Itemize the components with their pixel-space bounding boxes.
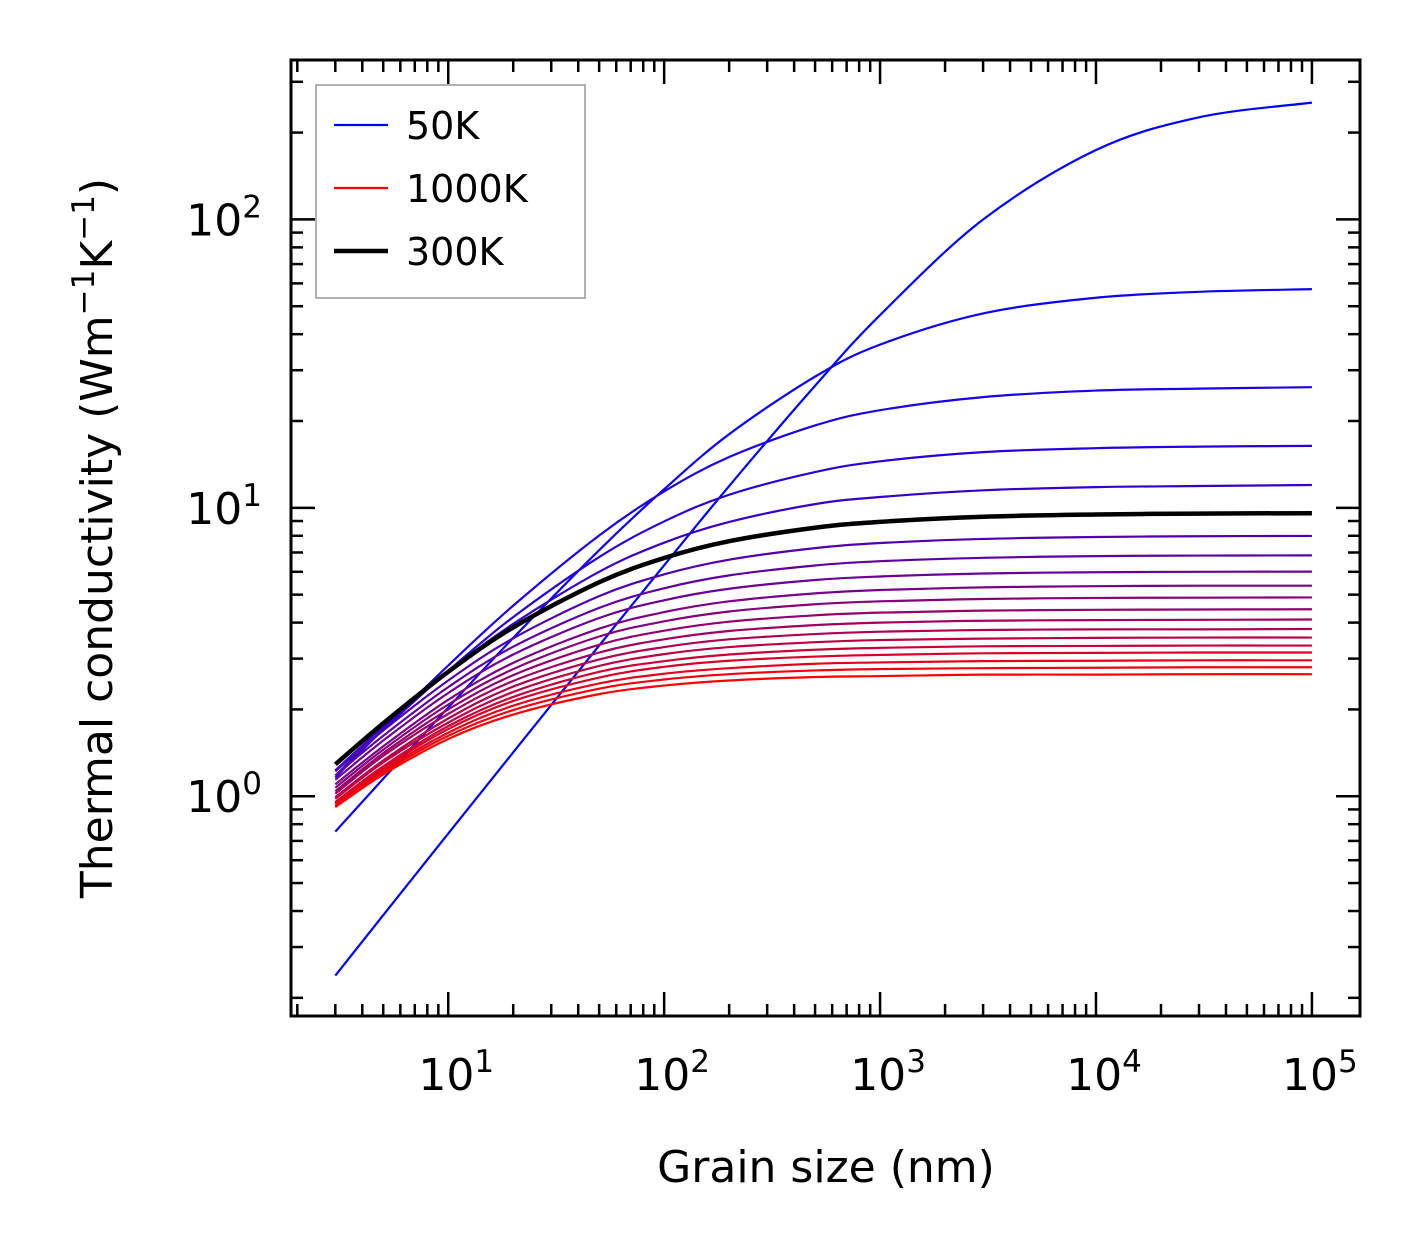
curve-600k [334, 608, 1312, 793]
curve-500k [334, 584, 1312, 786]
curve-400k [334, 554, 1312, 777]
curve-650k [334, 618, 1312, 795]
y-tick-label-base: 10 [186, 484, 242, 535]
ticks-group [291, 60, 1360, 1016]
curve-700k [334, 627, 1312, 799]
y-tick-label: 101 [186, 478, 262, 535]
legend-box [315, 84, 586, 299]
y-tick-label: 100 [186, 766, 262, 823]
curve-150k [334, 386, 1312, 779]
x-axis-label: Grain size (nm) [657, 1142, 995, 1193]
y-tick-label-base: 10 [186, 772, 242, 823]
y-tick-label: 102 [186, 189, 262, 246]
x-tick-label-exponent: 5 [1338, 1044, 1358, 1080]
x-tick-label-base: 10 [1282, 1050, 1338, 1101]
curve-850k [334, 651, 1312, 805]
x-tick-label-base: 10 [850, 1050, 906, 1101]
x-tick-label-exponent: 3 [906, 1044, 926, 1080]
legend-label-50k: 50K [406, 104, 480, 148]
curve-50k [334, 101, 1313, 977]
x-tick-label-base: 10 [634, 1050, 690, 1101]
x-tick-label: 105 [1282, 1044, 1358, 1101]
curve-450k [334, 570, 1312, 781]
curve-550k [334, 596, 1312, 789]
curve-350k [334, 534, 1312, 773]
x-tick-label-exponent: 1 [474, 1044, 494, 1080]
x-tick-label: 101 [418, 1044, 494, 1101]
curve-800k [334, 644, 1312, 804]
curve-750k [334, 636, 1312, 800]
legend: 50K 1000K 300K [315, 84, 586, 299]
x-tick-label-exponent: 2 [690, 1044, 710, 1080]
y-axis-label-exp2: −1 [66, 195, 102, 241]
x-tick-label-base: 10 [418, 1050, 474, 1101]
y-tick-label-base: 10 [186, 195, 242, 246]
y-tick-label-exponent: 0 [242, 766, 262, 802]
y-axis-label: Thermal conductivity (Wm−1K−1) [66, 178, 123, 899]
y-axis-label-main: Thermal conductivity (Wm [72, 315, 123, 899]
x-tick-label-base: 10 [1066, 1050, 1122, 1101]
y-tick-label-exponent: 1 [242, 478, 262, 514]
y-tick-label-exponent: 2 [242, 189, 262, 225]
legend-label-300k: 300K [406, 230, 505, 274]
legend-label-1000k: 1000K [406, 167, 529, 211]
plot-frame [289, 58, 1362, 1018]
x-tick-label: 103 [850, 1044, 926, 1101]
curve-950k [334, 666, 1312, 808]
curve-300k [333, 510, 1312, 767]
y-axis-label-exp1: −1 [66, 270, 102, 316]
y-axis-label-unit-k: K [72, 240, 123, 270]
curve-900k [334, 659, 1312, 806]
x-tick-label: 104 [1066, 1044, 1142, 1101]
curve-1000k [334, 673, 1312, 808]
x-tick-label-exponent: 4 [1122, 1044, 1142, 1080]
x-tick-label: 102 [634, 1044, 710, 1101]
y-axis-label-close: ) [72, 178, 123, 195]
curves-group [333, 101, 1313, 977]
